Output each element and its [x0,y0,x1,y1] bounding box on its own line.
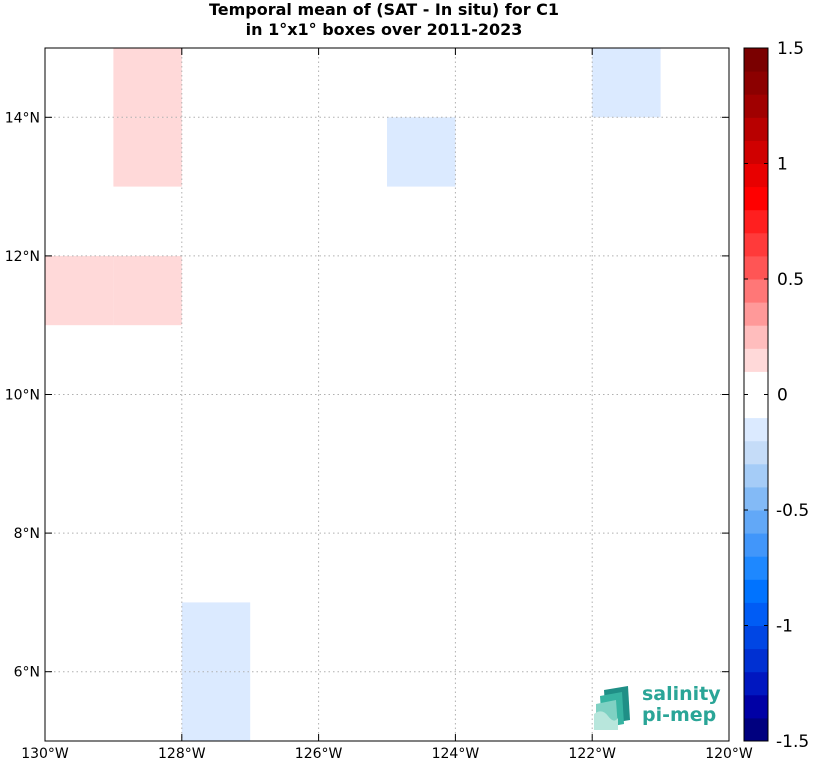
colorbar-segment [744,325,768,349]
data-box [181,602,251,672]
colorbar-segment [744,371,768,395]
y-tick-label: 8°N [14,526,40,542]
colorbar-segment [744,209,768,234]
colorbar-segment [744,671,768,696]
colorbar-tick-label: 1 [777,155,788,175]
colorbar-segment [744,625,768,650]
colorbar-segment [744,579,768,603]
data-box [113,117,182,187]
y-tick-label: 12°N [5,249,40,265]
colorbar-tick-label: 0.5 [777,270,804,290]
colorbar-segment [744,533,768,557]
logo-text-line-1: salinity [642,683,721,705]
colorbar-segment [744,394,768,419]
colorbar: 1.5 1 0.5 0 -0.5 -1 -1.5 [743,39,809,752]
colorbar-segment [744,510,768,534]
chart-title: Temporal mean of (SAT - In situ) for C1 … [0,0,768,40]
data-box [592,48,661,118]
logo-wave-shape [594,711,618,730]
x-tick-label: 126°W [295,746,343,762]
colorbar-segment [744,417,768,442]
colorbar-segment [744,440,768,465]
colorbar-segment [744,48,768,72]
colorbar-segment [744,186,768,211]
colorbar-tick-label: -0.5 [776,501,809,521]
colorbar-tick-label: 0 [777,386,788,406]
y-tick-label: 14°N [5,110,40,126]
grid-lines [45,48,729,741]
y-tick-label: 6°N [14,665,40,681]
colorbar-segment [744,94,768,118]
colorbar-segment [744,348,768,372]
colorbar-segment [744,232,768,257]
data-box [387,117,456,187]
title-line-2: in 1°x1° boxes over 2011-2023 [245,20,523,39]
x-tick-label: 120°W [705,746,753,762]
x-tick-label: 128°W [158,746,206,762]
colorbar-segment [744,302,768,326]
title-line-1: Temporal mean of (SAT - In situ) for C1 [208,0,560,19]
colorbar-segment [744,556,768,580]
colorbar-segment [744,71,768,95]
logo-text-line-2: pi-mep [642,704,717,726]
colorbar-segment [744,255,768,280]
colorbar-segment [744,117,768,141]
x-tick-label: 122°W [568,746,616,762]
data-boxes [45,48,661,741]
x-tick-label: 124°W [432,746,480,762]
colorbar-segment [744,648,768,673]
data-box [181,671,251,741]
logo-mark-icon [594,686,630,730]
y-tick-label: 10°N [5,388,40,404]
colorbar-segment [744,163,768,188]
colorbar-tick-label: 1.5 [777,39,804,59]
colorbar-segment [744,463,768,488]
x-tick-label: 130°W [21,746,69,762]
data-box [113,48,182,118]
data-box [113,255,182,326]
colorbar-tick-label: -1.5 [776,732,809,752]
salinity-pi-mep-logo: salinity pi-mep [594,684,734,730]
colorbar-segment [744,602,768,626]
axis-ticks: 130°W 128°W 126°W 124°W 122°W 120°W 6°N 8°N 10°N… [5,48,753,762]
colorbar-segment [744,694,768,719]
colorbar-segment [744,717,768,742]
colorbar-segment [744,140,768,164]
colorbar-tick-label: -1 [776,617,793,637]
data-box [45,255,114,326]
colorbar-segment [744,279,768,303]
colorbar-segment [744,486,768,511]
